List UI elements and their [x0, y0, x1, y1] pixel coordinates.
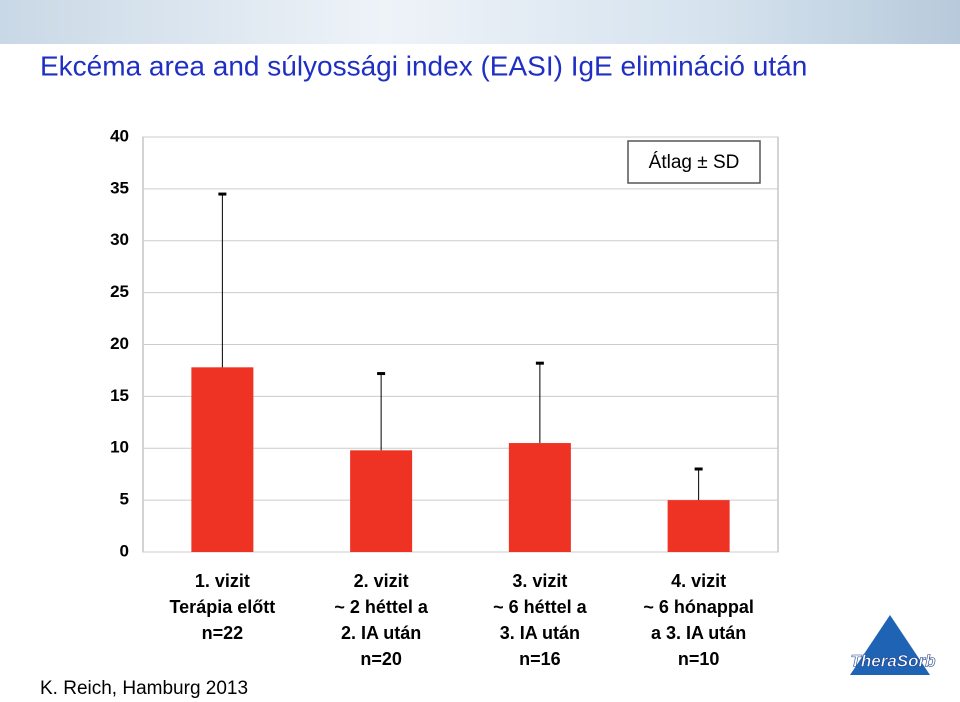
x-tick-label: ~ 6 héttel a	[493, 597, 588, 617]
y-tick-label: 10	[110, 438, 129, 457]
source: K. Reich, Hamburg 2013	[40, 678, 248, 699]
bar	[508, 443, 571, 552]
y-tick-label: 15	[110, 386, 129, 405]
y-tick-label: 35	[110, 178, 129, 197]
y-tick-label: 20	[110, 334, 129, 353]
x-tick-label: 2. IA után	[341, 623, 421, 643]
x-tick-label: 3. vizit	[512, 571, 567, 591]
bar	[667, 500, 730, 552]
x-tick-label: 3. IA után	[500, 623, 580, 643]
x-tick-label: a 3. IA után	[651, 623, 746, 643]
chart-title: Ekcéma area and súlyossági index (EASI) …	[40, 50, 807, 81]
y-tick-label: 25	[110, 282, 129, 301]
legend-box	[627, 140, 761, 184]
x-tick-label: Terápia előtt	[170, 597, 276, 617]
legend-text: Átlag ± SD	[649, 152, 740, 173]
bar	[191, 367, 254, 552]
x-tick-label: 4. vizit	[671, 571, 726, 591]
logo-text: TheraSorb	[850, 651, 935, 670]
x-tick-label: ~ 2 héttel a	[334, 597, 429, 617]
x-tick-label: 2. vizit	[354, 571, 409, 591]
x-tick-label: n=20	[360, 649, 402, 669]
x-tick-label: n=22	[202, 623, 244, 643]
x-tick-label: n=10	[678, 649, 720, 669]
y-tick-label: 30	[110, 230, 129, 249]
logo-triangle	[850, 615, 930, 675]
bar	[350, 450, 413, 552]
y-tick-label: 40	[110, 126, 129, 145]
x-tick-label: n=16	[519, 649, 561, 669]
y-tick-label: 0	[120, 541, 129, 560]
x-tick-label: ~ 6 hónappal	[643, 597, 754, 617]
header-banner	[0, 0, 960, 44]
y-tick-label: 5	[120, 490, 129, 509]
x-tick-label: 1. vizit	[195, 571, 250, 591]
